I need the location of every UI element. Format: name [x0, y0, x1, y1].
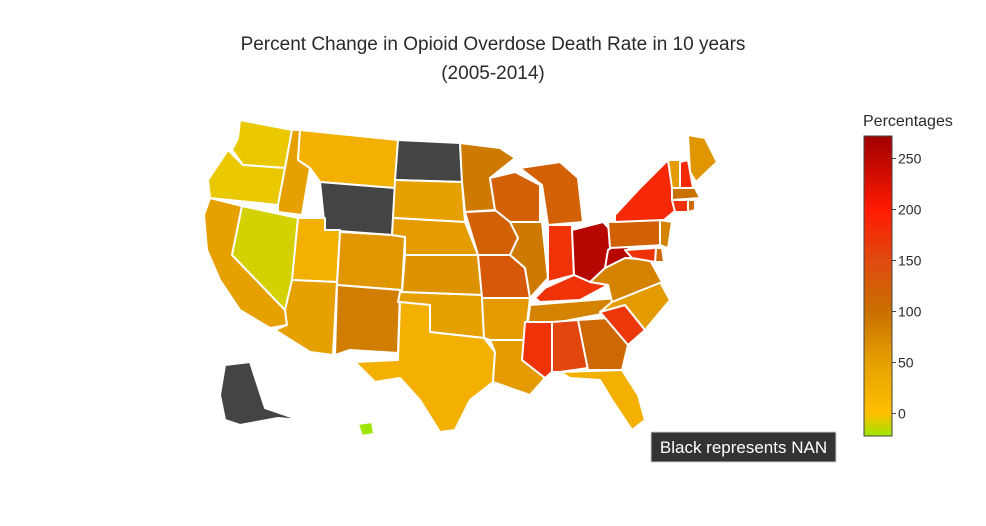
- state-TX[interactable]: [354, 301, 496, 433]
- state-CT[interactable]: [671, 199, 689, 213]
- colorbar-title: Percentages: [863, 113, 953, 130]
- state-NY[interactable]: [614, 159, 677, 223]
- nan-note-text: Black represents NAN: [660, 438, 827, 457]
- state-IL[interactable]: [509, 221, 549, 299]
- colorbar-tick-label-4: 200: [898, 201, 922, 217]
- state-KS[interactable]: [401, 254, 483, 296]
- state-WA[interactable]: [231, 119, 293, 169]
- state-TN[interactable]: [527, 297, 619, 323]
- state-WY[interactable]: [319, 181, 396, 236]
- nan-note: Black represents NAN: [650, 431, 837, 463]
- state-MD[interactable]: [624, 247, 657, 263]
- colorbar-gradient: [863, 135, 893, 437]
- state-NE[interactable]: [391, 217, 479, 256]
- state-ND[interactable]: [394, 139, 463, 183]
- state-PA[interactable]: [607, 219, 666, 249]
- state-NM[interactable]: [334, 284, 401, 356]
- state-MS[interactable]: [521, 321, 553, 379]
- state-AK[interactable]: [219, 361, 301, 426]
- nan-note-box: [650, 431, 837, 463]
- state-MI[interactable]: [519, 161, 584, 226]
- colorbar-tick-label-0: 0: [898, 406, 906, 422]
- state-NJ[interactable]: [659, 219, 673, 249]
- state-AR[interactable]: [481, 297, 531, 341]
- state-CO[interactable]: [336, 231, 406, 291]
- state-MA[interactable]: [671, 187, 701, 201]
- state-IN[interactable]: [547, 224, 575, 283]
- colorbar: Percentages 0 50 100 150 200 250: [863, 113, 953, 437]
- chart-title-line2: (2005-2014): [441, 63, 545, 84]
- state-SD[interactable]: [392, 179, 466, 223]
- state-MT[interactable]: [297, 129, 399, 189]
- state-ME[interactable]: [687, 134, 718, 183]
- colorbar-tick-label-3: 150: [898, 252, 922, 268]
- colorbar-tick-label-5: 250: [898, 150, 922, 166]
- chart-title-line1: Percent Change in Opioid Overdose Death …: [241, 34, 746, 55]
- state-HI[interactable]: [357, 421, 375, 437]
- colorbar-tick-label-2: 100: [898, 304, 922, 320]
- state-AL[interactable]: [551, 319, 589, 373]
- state-RI[interactable]: [687, 199, 696, 213]
- state-FL[interactable]: [559, 369, 646, 431]
- colorbar-tick-label-1: 50: [898, 355, 914, 371]
- us-map: [203, 119, 718, 437]
